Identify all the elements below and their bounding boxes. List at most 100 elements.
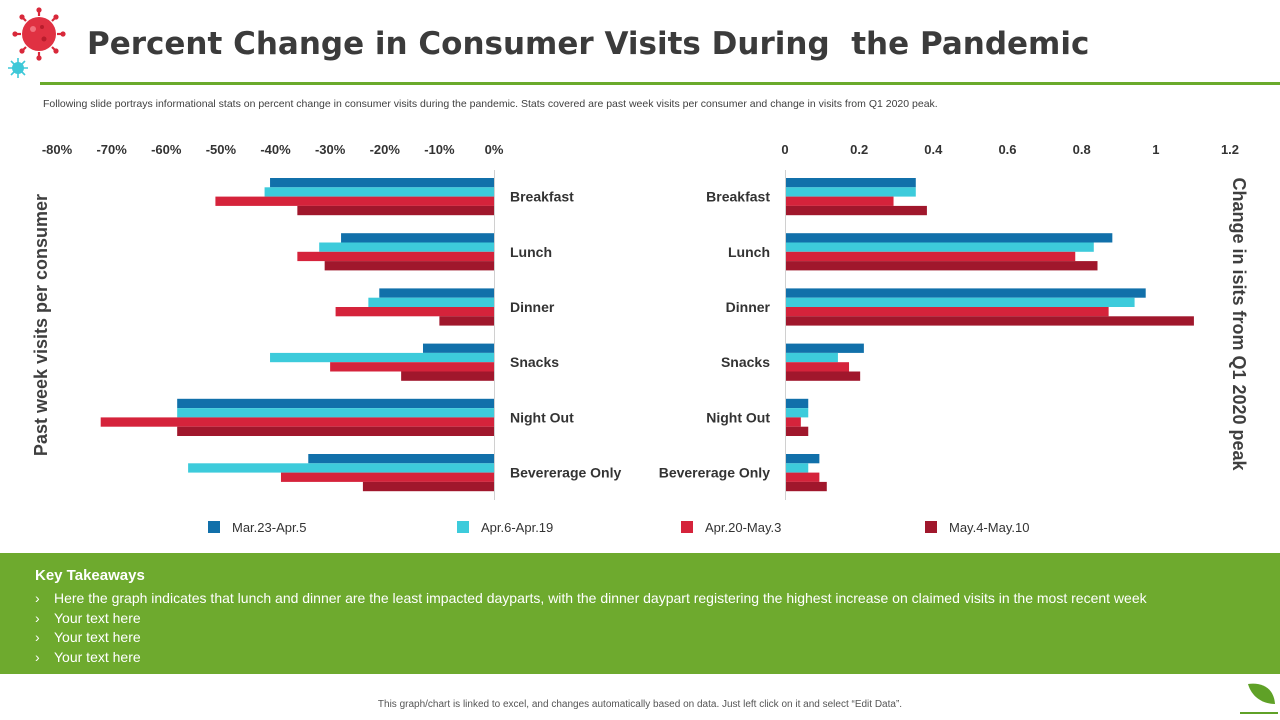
- category-label: Breakfast: [706, 189, 770, 205]
- takeaway-text: Your text here: [54, 629, 141, 645]
- category-label: Lunch: [510, 244, 552, 260]
- bar: [177, 426, 495, 436]
- bar: [786, 417, 801, 427]
- category-label: Dinner: [726, 299, 771, 315]
- left-x-axis-ticks: -80% -70% -60% -50% -40% -30% -20% -10% 0%: [42, 142, 504, 157]
- left-category-labels: Breakfast Lunch Dinner Snacks Night Out Bever…: [510, 189, 621, 481]
- bar: [297, 251, 494, 262]
- bar: [786, 472, 820, 482]
- bar: [786, 343, 864, 353]
- category-label: Bevererage Only: [510, 465, 621, 481]
- left-bars: [100, 178, 495, 492]
- bar: [379, 288, 494, 298]
- right-category-labels: Breakfast Lunch Dinner Snacks Night Out Bever…: [659, 189, 771, 481]
- x-tick-label: -60%: [151, 142, 182, 157]
- category-label: Dinner: [510, 299, 555, 315]
- bar: [786, 288, 1146, 298]
- bar: [100, 417, 494, 427]
- takeaway-text: Your text here: [54, 648, 141, 665]
- bar: [188, 463, 494, 473]
- visits-chart: -80% -70% -60% -50% -40% -30% -20% -10% 0% 0 0.2 0…: [31, 142, 1249, 535]
- category-label: Bevererage Only: [659, 465, 770, 481]
- x-tick-label: 1: [1152, 142, 1159, 157]
- takeaway-item: › Your text here: [35, 648, 1147, 668]
- legend-swatch: [681, 521, 693, 533]
- bar: [439, 316, 494, 326]
- footnote: This graph/chart is linked to excel, and…: [377, 699, 903, 710]
- category-label: Snacks: [721, 354, 770, 370]
- bar: [786, 187, 916, 197]
- bar: [264, 187, 494, 197]
- teal-virus-icon: [8, 58, 28, 78]
- chart-legend: Mar.23-Apr.5 Apr.6-Apr.19 Apr.20-May.3 May.…: [208, 520, 1029, 535]
- chevron-right-icon: ›: [35, 609, 40, 626]
- red-virus-icon: [12, 7, 66, 61]
- x-tick-label: -10%: [424, 142, 455, 157]
- page-title: Percent Change in Consumer Visits During…: [87, 26, 1090, 62]
- bar: [786, 408, 809, 418]
- legend-label: Apr.6-Apr.19: [481, 520, 553, 535]
- bar: [786, 362, 850, 372]
- bar: [786, 261, 1098, 271]
- x-tick-label: -80%: [42, 142, 73, 157]
- chevron-right-icon: ›: [35, 648, 40, 665]
- takeaway-item: › Your text here: [35, 628, 1147, 648]
- bar: [786, 454, 820, 464]
- legend-label: Apr.20-May.3: [705, 520, 781, 535]
- category-label: Night Out: [706, 409, 770, 425]
- bar: [280, 472, 494, 482]
- legend-label: Mar.23-Apr.5: [232, 520, 306, 535]
- x-tick-label: -20%: [370, 142, 401, 157]
- category-label: Snacks: [510, 354, 559, 370]
- bar: [786, 242, 1094, 252]
- x-tick-label: -70%: [96, 142, 127, 157]
- bar: [786, 233, 1113, 243]
- bar: [786, 481, 827, 492]
- bar: [401, 371, 494, 381]
- category-label: Lunch: [728, 244, 770, 260]
- bar: [270, 352, 494, 363]
- page-subtitle: Following slide portrays informational s…: [43, 98, 938, 110]
- left-y-axis-label: Past week visits per consumer: [31, 194, 51, 456]
- right-x-axis-ticks: 0 0.2 0.4 0.6 0.8 1 1.2: [781, 142, 1239, 157]
- x-tick-label: -40%: [260, 142, 291, 157]
- bar: [362, 481, 494, 492]
- bar: [341, 233, 494, 243]
- bar: [786, 316, 1194, 326]
- bar: [786, 426, 809, 436]
- x-tick-label: 0.2: [850, 142, 868, 157]
- x-tick-label: 1.2: [1221, 142, 1239, 157]
- bar: [786, 178, 916, 188]
- bar: [786, 251, 1076, 262]
- bar: [335, 307, 494, 317]
- bar: [270, 178, 494, 188]
- bar: [786, 307, 1109, 317]
- right-y-axis-label: Change in isits from Q1 2020 peak: [1229, 177, 1249, 471]
- legend-swatch: [925, 521, 937, 533]
- category-label: Night Out: [510, 409, 574, 425]
- takeaway-item: › Here the graph indicates that lunch and…: [35, 589, 1147, 609]
- legend-label: May.4-May.10: [949, 520, 1029, 535]
- x-tick-label: 0: [781, 142, 788, 157]
- bar: [422, 343, 494, 353]
- x-tick-label: -50%: [206, 142, 237, 157]
- chevron-right-icon: ›: [35, 629, 40, 645]
- x-tick-label: 0%: [485, 142, 504, 157]
- bar: [215, 196, 494, 206]
- leaf-icon: [1240, 683, 1278, 714]
- bar: [177, 408, 495, 418]
- bar: [786, 297, 1135, 307]
- x-tick-label: 0.4: [924, 142, 943, 157]
- takeaway-text: Here the graph indicates that lunch and …: [54, 590, 1147, 606]
- bar: [297, 205, 494, 216]
- virus-logo-icon: [8, 7, 66, 78]
- bar: [368, 297, 494, 307]
- takeaway-item: › Your text here: [35, 609, 1147, 629]
- bar: [786, 398, 809, 409]
- x-tick-label: -30%: [315, 142, 346, 157]
- bar: [324, 261, 494, 271]
- category-label: Breakfast: [510, 189, 574, 205]
- x-tick-label: 0.8: [1073, 142, 1091, 157]
- legend-swatch: [208, 521, 220, 533]
- bar: [786, 205, 927, 216]
